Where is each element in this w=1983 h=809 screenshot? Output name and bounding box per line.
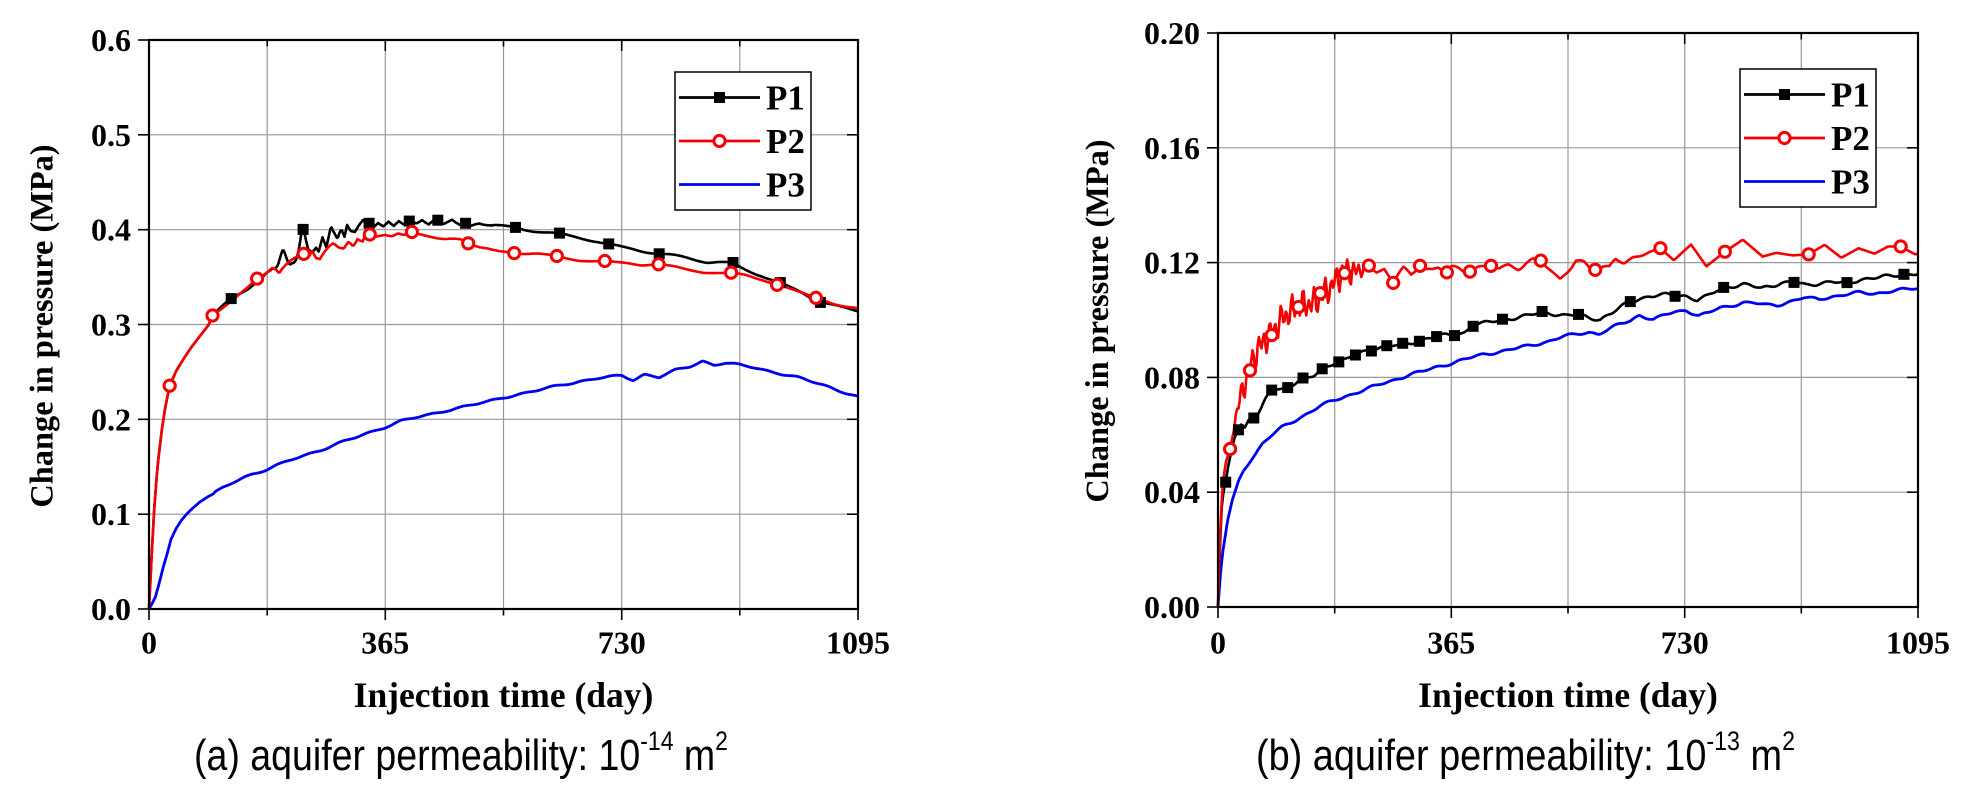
svg-text:P2: P2 (1831, 119, 1870, 158)
svg-text:P3: P3 (1831, 163, 1870, 202)
svg-text:0.3: 0.3 (91, 307, 131, 343)
svg-text:730: 730 (598, 625, 646, 661)
svg-text:(b) aquifer permeability: 10-1: (b) aquifer permeability: 10-13 m2 (1256, 726, 1795, 780)
svg-text:P1: P1 (1831, 76, 1870, 115)
svg-text:Change in pressure (MPa): Change in pressure (MPa) (25, 144, 61, 507)
svg-text:Change in pressure (MPa): Change in pressure (MPa) (1080, 139, 1116, 502)
svg-text:P3: P3 (766, 166, 805, 205)
svg-text:0.4: 0.4 (91, 212, 131, 248)
svg-text:(a) aquifer permeability: 10-1: (a) aquifer permeability: 10-14 m2 (194, 726, 728, 780)
svg-text:0: 0 (1210, 625, 1226, 661)
svg-text:0.5: 0.5 (91, 117, 131, 153)
svg-text:0.1: 0.1 (91, 496, 131, 532)
svg-text:1095: 1095 (826, 625, 890, 661)
svg-text:P2: P2 (766, 122, 805, 161)
svg-text:730: 730 (1661, 625, 1709, 661)
svg-text:0.04: 0.04 (1144, 474, 1200, 510)
svg-text:365: 365 (1427, 625, 1475, 661)
svg-text:1095: 1095 (1886, 625, 1950, 661)
svg-text:0.12: 0.12 (1144, 245, 1200, 281)
svg-text:0.16: 0.16 (1144, 130, 1200, 166)
svg-text:0.6: 0.6 (91, 22, 131, 58)
svg-text:0.0: 0.0 (91, 591, 131, 627)
svg-text:365: 365 (361, 625, 409, 661)
svg-text:0.00: 0.00 (1144, 589, 1200, 625)
svg-text:0.2: 0.2 (91, 401, 131, 437)
svg-text:0: 0 (141, 625, 157, 661)
svg-text:0.08: 0.08 (1144, 359, 1200, 395)
svg-text:P1: P1 (766, 79, 805, 118)
svg-text:0.20: 0.20 (1144, 15, 1200, 51)
svg-text:Injection time (day): Injection time (day) (1418, 675, 1718, 715)
svg-text:Injection time (day): Injection time (day) (354, 675, 654, 715)
